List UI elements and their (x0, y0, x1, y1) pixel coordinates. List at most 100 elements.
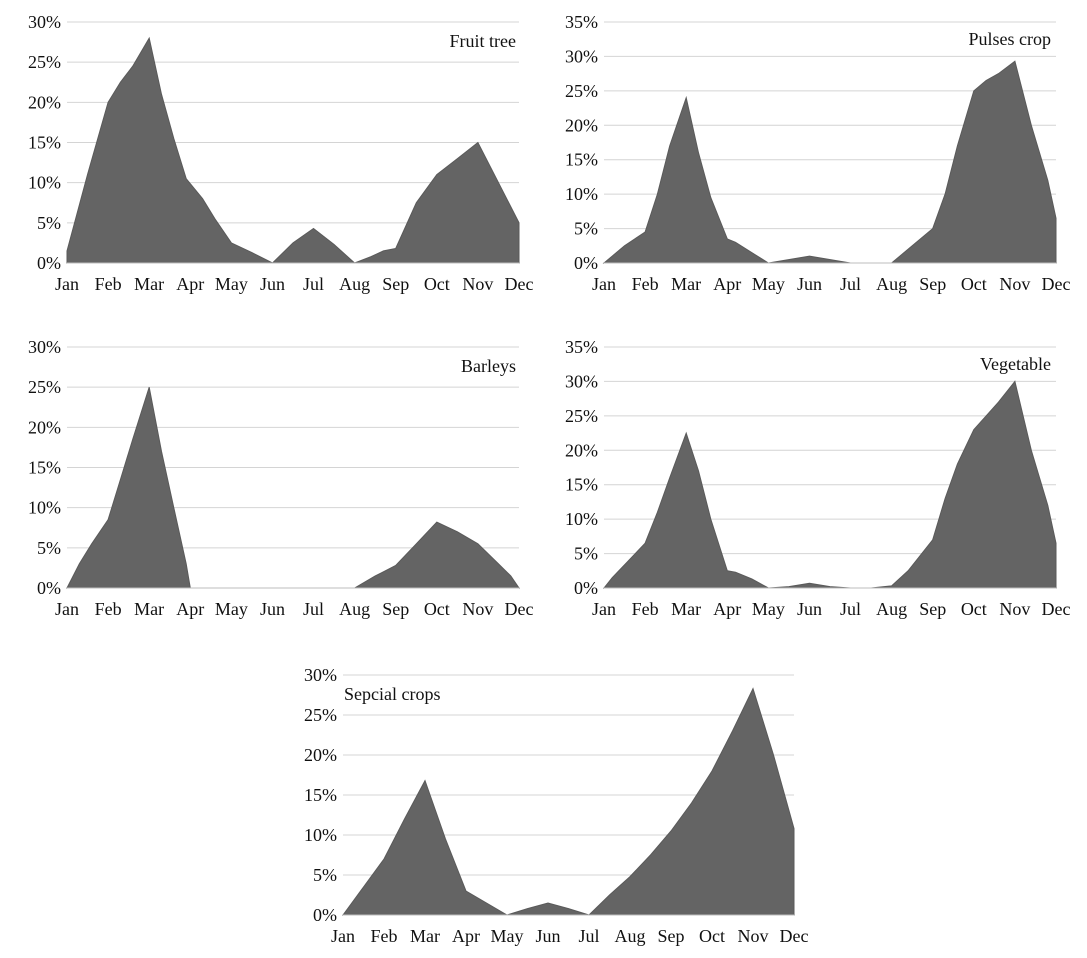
y-tick-label: 10% (565, 184, 598, 204)
y-tick-label: 0% (37, 578, 61, 598)
y-tick-label: 30% (28, 12, 61, 32)
x-tick-label: Sep (382, 274, 409, 294)
y-tick-label: 30% (565, 46, 598, 66)
x-tick-label: Jul (303, 599, 324, 619)
x-tick-label: Apr (176, 599, 204, 619)
x-tick-label: Mar (671, 274, 701, 294)
x-tick-label: Aug (339, 274, 370, 294)
x-tick-label: Oct (961, 274, 987, 294)
y-tick-label: 5% (37, 213, 61, 233)
y-tick-label: 20% (28, 92, 61, 112)
area-series-pulses-crop (602, 60, 1057, 264)
x-tick-label: Feb (632, 599, 659, 619)
y-tick-label: 5% (574, 544, 598, 564)
y-tick-label: 10% (565, 509, 598, 529)
x-tick-label: Jun (797, 274, 822, 294)
x-tick-label: Mar (671, 599, 701, 619)
y-tick-label: 20% (565, 115, 598, 135)
x-tick-label: Aug (876, 274, 907, 294)
x-tick-label: Jun (797, 599, 822, 619)
y-tick-label: 25% (28, 52, 61, 72)
x-tick-label: Aug (876, 599, 907, 619)
x-tick-label: Jul (303, 274, 324, 294)
y-tick-label: 5% (313, 865, 337, 885)
x-tick-label: Dec (780, 926, 809, 946)
y-tick-label: 15% (28, 458, 61, 478)
y-tick-label: 15% (565, 475, 598, 495)
chart-panel-pulses-crop: 0% 5% 10% 15% 20% 25% 30% 35% Jan Feb Mar Apr May Jun… (565, 12, 1070, 294)
y-tick-label: 0% (574, 578, 598, 598)
x-tick-label: May (215, 599, 248, 619)
x-tick-label: May (491, 926, 524, 946)
x-tick-label: Jul (840, 599, 861, 619)
x-tick-label: Apr (176, 274, 204, 294)
x-tick-label: May (752, 274, 785, 294)
x-tick-label: Oct (424, 599, 450, 619)
x-tick-label: Dec (1042, 599, 1071, 619)
x-tick-label: Feb (371, 926, 398, 946)
x-tick-label: Feb (632, 274, 659, 294)
x-tick-label: Mar (410, 926, 440, 946)
chart-panel-fruit-tree: 0% 5% 10% 15% 20% 25% 30% Jan Feb Mar Apr May Jun Jul… (28, 12, 533, 294)
x-tick-label: Jul (840, 274, 861, 294)
area-series-fruit-tree (66, 36, 520, 264)
y-tick-label: 35% (565, 337, 598, 357)
y-tick-label: 10% (28, 498, 61, 518)
area-series-sepcial-crops (342, 687, 795, 916)
chart-title: Pulses crop (969, 29, 1052, 49)
x-tick-label: Sep (382, 599, 409, 619)
y-tick-label: 20% (565, 440, 598, 460)
area-series-vegetable (602, 380, 1057, 589)
x-tick-label: Dec (1042, 274, 1071, 294)
chart-title: Vegetable (980, 354, 1051, 374)
x-tick-label: May (215, 274, 248, 294)
chart-panel-special-crops: 0% 5% 10% 15% 20% 25% 30% Jan Feb Mar Apr May Jun Jul… (304, 665, 808, 946)
y-tick-label: 15% (304, 785, 337, 805)
y-tick-label: 15% (565, 150, 598, 170)
x-tick-label: Oct (424, 274, 450, 294)
chart-title: Barleys (461, 356, 516, 376)
x-tick-label: Jun (260, 274, 285, 294)
x-tick-label: Nov (999, 599, 1030, 619)
x-tick-label: Mar (134, 599, 164, 619)
x-tick-label: Jan (592, 599, 616, 619)
x-tick-label: Feb (95, 274, 122, 294)
x-tick-label: Jan (55, 274, 79, 294)
x-tick-label: Jan (331, 926, 355, 946)
y-tick-label: 0% (574, 253, 598, 273)
x-tick-label: Jan (592, 274, 616, 294)
y-tick-label: 5% (37, 538, 61, 558)
y-tick-label: 30% (28, 337, 61, 357)
y-tick-label: 10% (304, 825, 337, 845)
x-tick-label: Oct (961, 599, 987, 619)
y-tick-label: 25% (28, 377, 61, 397)
y-tick-label: 30% (304, 665, 337, 685)
chart-panel-barleys: 0% 5% 10% 15% 20% 25% 30% Jan Feb Mar Apr May Jun Jul… (28, 337, 533, 619)
y-tick-label: 35% (565, 12, 598, 32)
y-tick-label: 20% (304, 745, 337, 765)
x-tick-label: Sep (919, 274, 946, 294)
x-tick-label: Jul (578, 926, 599, 946)
chart-title: Fruit tree (450, 31, 516, 51)
x-tick-label: Nov (999, 274, 1030, 294)
x-tick-label: Mar (134, 274, 164, 294)
x-tick-label: Feb (95, 599, 122, 619)
x-tick-label: Apr (452, 926, 480, 946)
x-tick-label: Dec (505, 274, 534, 294)
x-tick-label: Jun (535, 926, 560, 946)
x-tick-label: Oct (699, 926, 725, 946)
y-tick-label: 15% (28, 133, 61, 153)
y-tick-label: 25% (304, 705, 337, 725)
x-tick-label: Aug (615, 926, 646, 946)
x-tick-label: Aug (339, 599, 370, 619)
chart-title: Sepcial crops (344, 684, 440, 704)
x-tick-label: Dec (505, 599, 534, 619)
y-tick-label: 5% (574, 219, 598, 239)
y-tick-label: 25% (565, 81, 598, 101)
x-tick-label: Apr (713, 599, 741, 619)
y-tick-label: 0% (37, 253, 61, 273)
y-tick-label: 25% (565, 406, 598, 426)
x-tick-label: May (752, 599, 785, 619)
area-series-barleys (66, 387, 520, 589)
